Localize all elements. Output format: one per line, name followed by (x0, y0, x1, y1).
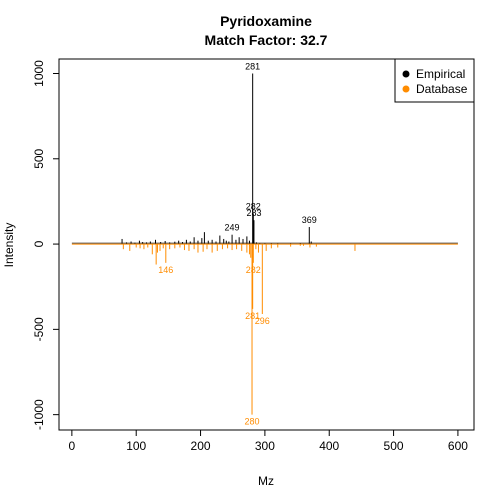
empirical-series (71, 73, 458, 245)
chart-title-line1: Pyridoxamine (220, 13, 312, 29)
peak-label: 281 (245, 311, 260, 321)
y-axis: -1000 -500 0 500 1000 (32, 60, 60, 430)
legend-marker-empirical (402, 70, 410, 78)
y-tick-label: -500 (32, 317, 46, 341)
y-tick-label: 1000 (32, 60, 46, 87)
legend-label-database: Database (416, 82, 468, 96)
peak-label: 282 (246, 201, 261, 211)
peak-label: 369 (302, 215, 317, 225)
x-axis-label: Mz (258, 474, 274, 488)
x-tick-label: 0 (69, 439, 76, 453)
legend-marker-database (402, 85, 410, 93)
x-tick-label: 100 (126, 439, 146, 453)
peak-label: 146 (158, 265, 173, 275)
peak-label: 280 (245, 417, 260, 427)
x-tick-label: 500 (384, 439, 404, 453)
peak-label: 282 (246, 265, 261, 275)
peak-label: 281 (245, 61, 260, 71)
peak-label: 296 (255, 316, 270, 326)
x-tick-label: 300 (255, 439, 275, 453)
database-series (71, 243, 458, 415)
y-tick-label: 0 (32, 240, 46, 247)
y-tick-label: -1000 (32, 399, 46, 430)
y-axis-label: Intensity (2, 223, 16, 268)
peak-label: 283 (246, 208, 261, 218)
peak-label: 249 (225, 223, 240, 233)
x-tick-label: 600 (448, 439, 468, 453)
legend-label-empirical: Empirical (416, 67, 465, 81)
x-axis: 0 100 200 300 400 500 600 (69, 429, 468, 453)
legend-box (394, 58, 475, 103)
chart-title-line2: Match Factor: 32.7 (205, 32, 328, 48)
x-tick-label: 400 (319, 439, 339, 453)
x-tick-label: 200 (191, 439, 211, 453)
legend: Empirical Database (394, 58, 475, 103)
y-tick-label: 500 (32, 148, 46, 168)
